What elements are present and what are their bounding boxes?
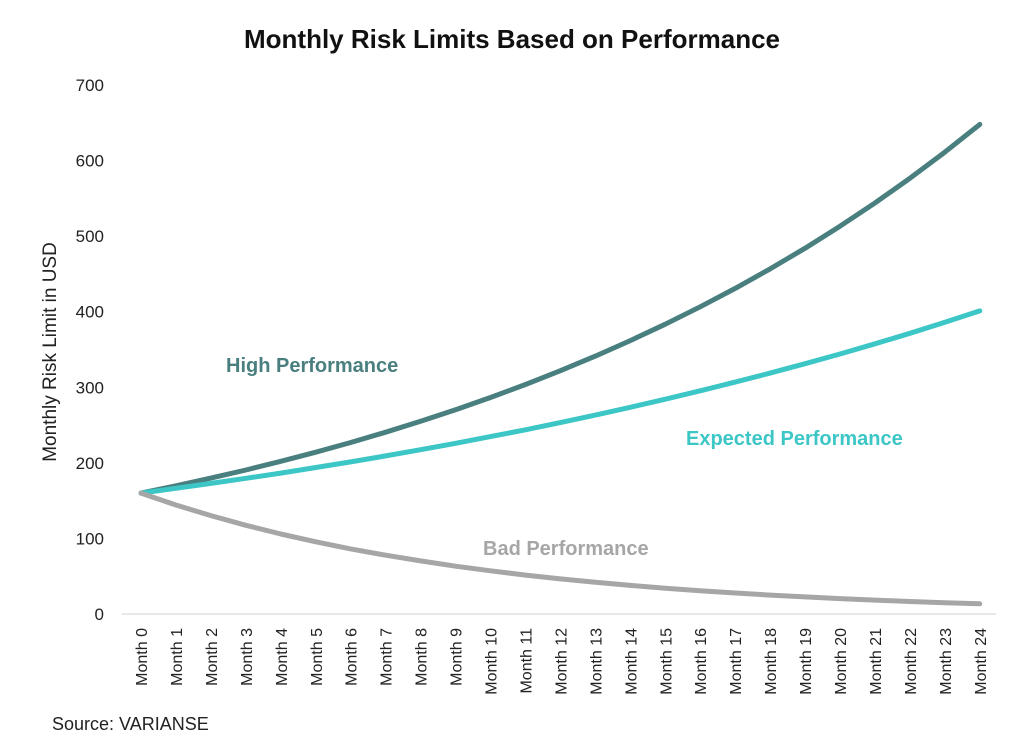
x-tick-label: Month 20 [833, 628, 850, 695]
x-tick-label: Month 2 [204, 628, 221, 686]
x-tick-label: Month 13 [588, 628, 605, 695]
x-tick-label: Month 16 [693, 628, 710, 695]
x-tick-label: Month 23 [938, 628, 955, 695]
x-tick-label: Month 18 [763, 628, 780, 695]
x-tick-label: Month 3 [239, 628, 256, 686]
chart-title: Monthly Risk Limits Based on Performance [244, 24, 780, 54]
series-line-bad [138, 490, 983, 607]
x-tick-label: Month 19 [798, 628, 815, 695]
y-axis-label: Monthly Risk Limit in USD [40, 242, 61, 462]
y-tick-label: 300 [76, 378, 104, 397]
x-tick-label: Month 5 [309, 628, 326, 686]
x-tick-label: Month 17 [728, 628, 745, 695]
series-label-high: High Performance [226, 355, 398, 377]
x-tick-label: Month 12 [553, 628, 570, 695]
x-tick-label: Month 15 [658, 628, 675, 695]
x-tick-label: Month 22 [903, 628, 920, 695]
y-tick-label: 600 [76, 152, 104, 171]
x-axis-ticks: Month 0 Month 1 Month 2 Month 3 Month 4 Month… [134, 628, 990, 695]
y-tick-label: 400 [76, 303, 104, 322]
x-tick-label: Month 10 [484, 628, 501, 695]
y-tick-label: 0 [95, 605, 104, 624]
x-tick-label: Month 24 [973, 628, 990, 695]
x-tick-label: Month 9 [449, 628, 466, 686]
x-tick-label: Month 21 [868, 628, 885, 695]
series-label-bad: Bad Performance [483, 538, 649, 560]
series-lines [138, 121, 983, 607]
y-tick-label: 500 [76, 227, 104, 246]
x-tick-label: Month 4 [274, 628, 291, 686]
y-tick-label: 100 [76, 529, 104, 548]
series-line-expected [138, 308, 983, 496]
x-tick-label: Month 7 [379, 628, 396, 686]
y-axis-ticks: 0 100 200 300 400 500 600 700 [76, 76, 104, 624]
x-tick-label: Month 11 [518, 628, 535, 694]
series-labels: High Performance Expected Performance Ba… [226, 355, 903, 560]
y-tick-label: 700 [76, 76, 104, 95]
series-line-high [138, 121, 983, 496]
source-note: Source: VARIANSE [52, 714, 209, 734]
x-tick-label: Month 8 [414, 628, 431, 686]
x-tick-label: Month 14 [623, 628, 640, 695]
x-tick-label: Month 0 [134, 628, 151, 686]
x-tick-label: Month 1 [169, 628, 186, 686]
y-tick-label: 200 [76, 454, 104, 473]
series-label-expected: Expected Performance [686, 428, 903, 450]
x-tick-label: Month 6 [344, 628, 361, 686]
chart-canvas: Monthly Risk Limits Based on Performance… [40, 24, 996, 695]
